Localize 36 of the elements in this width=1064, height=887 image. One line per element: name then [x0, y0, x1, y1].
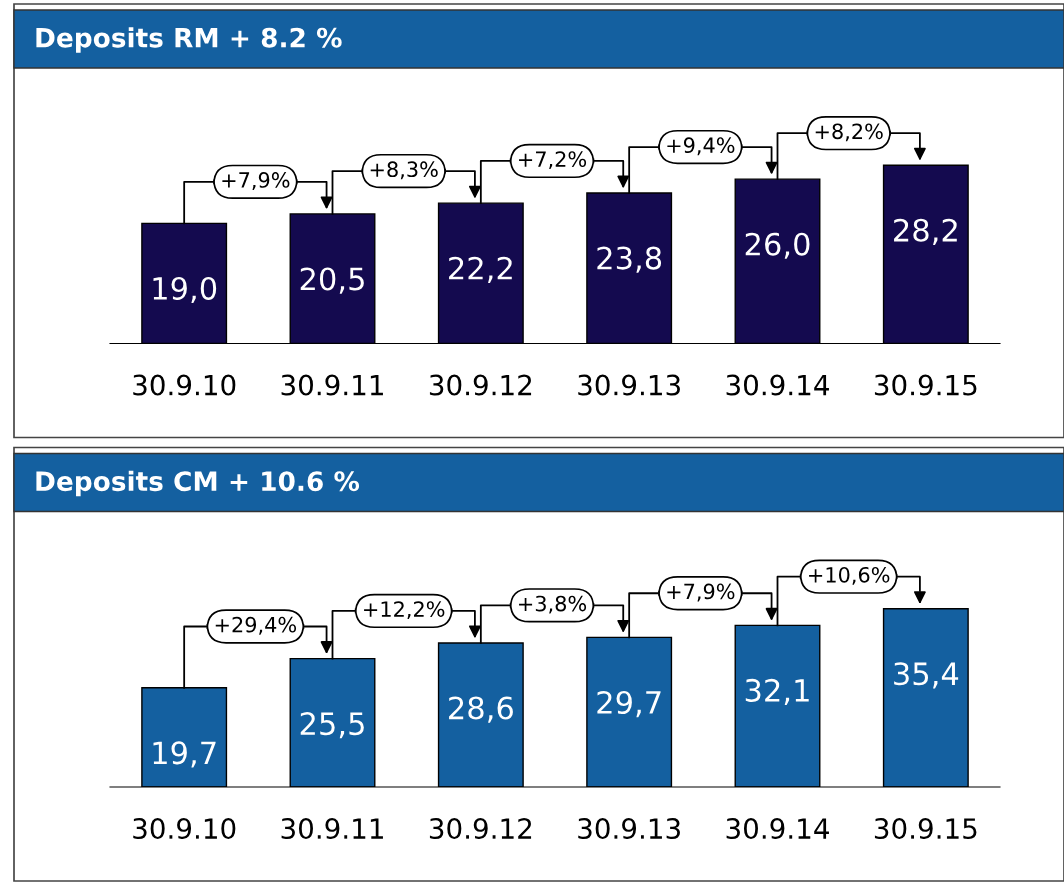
data-label: 19,7 — [153, 741, 216, 768]
annotation: +3,8% — [519, 595, 587, 614]
text: +10,6% — [809, 566, 890, 585]
annotation: +7,2% — [519, 151, 587, 170]
x-tick-label: 30.9.10 — [133, 818, 236, 840]
data-label: 28,2 — [894, 218, 957, 245]
x-tick-label: 30.9.11 — [281, 818, 383, 840]
chart-title: Deposits CM + 10.6 % — [36, 470, 360, 497]
x-tick-label: 30.9.15 — [874, 818, 977, 840]
x-tick-label: 30.9.14 — [726, 374, 829, 396]
data-label: 23,8 — [597, 246, 662, 273]
text: +7,9% — [667, 583, 735, 602]
x-tick-label: 30.9.11 — [281, 374, 383, 396]
data-label: 19,0 — [153, 276, 217, 304]
x-tick-label: 30.9.13 — [578, 818, 680, 840]
x-tick-label: 30.9.12 — [429, 374, 532, 396]
x-tick-label: 30.9.12 — [429, 818, 532, 840]
annotation: +8,3% — [370, 161, 438, 180]
text: +8,2% — [815, 123, 883, 142]
data-label: 22,2 — [449, 256, 512, 283]
x-tick-label: 30.9.15 — [874, 374, 977, 396]
data-label: 26,0 — [745, 232, 810, 259]
data-label: 25,5 — [300, 712, 364, 739]
annotation: +12,2% — [364, 601, 445, 620]
data-label: 32,1 — [745, 678, 809, 706]
x-tick-label: 30.9.14 — [726, 818, 829, 840]
data-label: 29,7 — [597, 690, 661, 718]
annotation: +29,4% — [215, 616, 297, 635]
data-label: 20,5 — [300, 267, 364, 294]
x-tick-label: 30.9.10 — [133, 374, 236, 396]
text: +9,4% — [667, 137, 735, 156]
data-label: 28,6 — [449, 696, 513, 723]
chart-title: Deposits RM + 8.2 % — [36, 27, 342, 53]
x-tick-label: 30.9.13 — [578, 374, 680, 396]
annotation: +7,9% — [222, 172, 290, 190]
data-label: 35,4 — [894, 662, 959, 689]
